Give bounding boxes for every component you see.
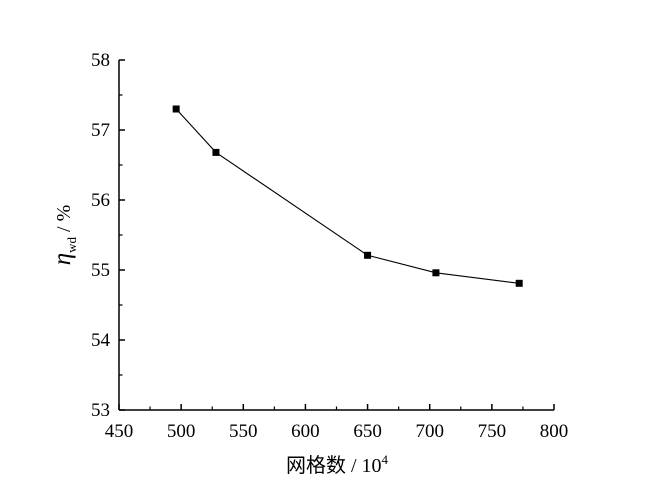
series-layer <box>172 105 523 287</box>
y-ticks: 53 54 55 56 57 58 <box>91 50 125 421</box>
y-axis-label-symbol: η <box>49 253 76 265</box>
y-tick-label: 56 <box>91 190 110 211</box>
x-tick-label: 450 <box>105 421 134 442</box>
y-axis-label: ηwd / % <box>49 205 79 266</box>
data-point <box>364 251 372 259</box>
x-axis-label-text: 网格数 / 10 <box>286 454 382 477</box>
y-tick-label: 53 <box>91 400 110 421</box>
series-line <box>175 108 520 284</box>
x-tick-label: 600 <box>291 421 320 442</box>
y-tick-label: 57 <box>91 120 110 141</box>
data-point <box>432 269 440 277</box>
data-point <box>212 148 220 156</box>
x-tick-label: 750 <box>478 421 507 442</box>
data-point <box>515 279 523 287</box>
y-tick-label: 54 <box>91 330 111 351</box>
x-axis-label-superscript: 4 <box>382 452 389 467</box>
x-ticks: 450 500 550 600 650 700 750 800 <box>105 404 569 442</box>
y-axis-label-unit: / % <box>53 205 75 237</box>
y-tick-label: 55 <box>91 260 110 281</box>
x-tick-label: 700 <box>415 421 444 442</box>
data-point <box>172 105 180 113</box>
y-axis-label-subscript: wd <box>64 236 79 252</box>
x-tick-label: 500 <box>167 421 196 442</box>
x-axis-label: 网格数 / 104 <box>286 452 389 477</box>
x-tick-label: 650 <box>353 421 382 442</box>
y-tick-label: 58 <box>91 50 110 71</box>
x-tick-label: 550 <box>229 421 258 442</box>
x-tick-label: 800 <box>540 421 569 442</box>
plot-frame <box>118 60 554 411</box>
